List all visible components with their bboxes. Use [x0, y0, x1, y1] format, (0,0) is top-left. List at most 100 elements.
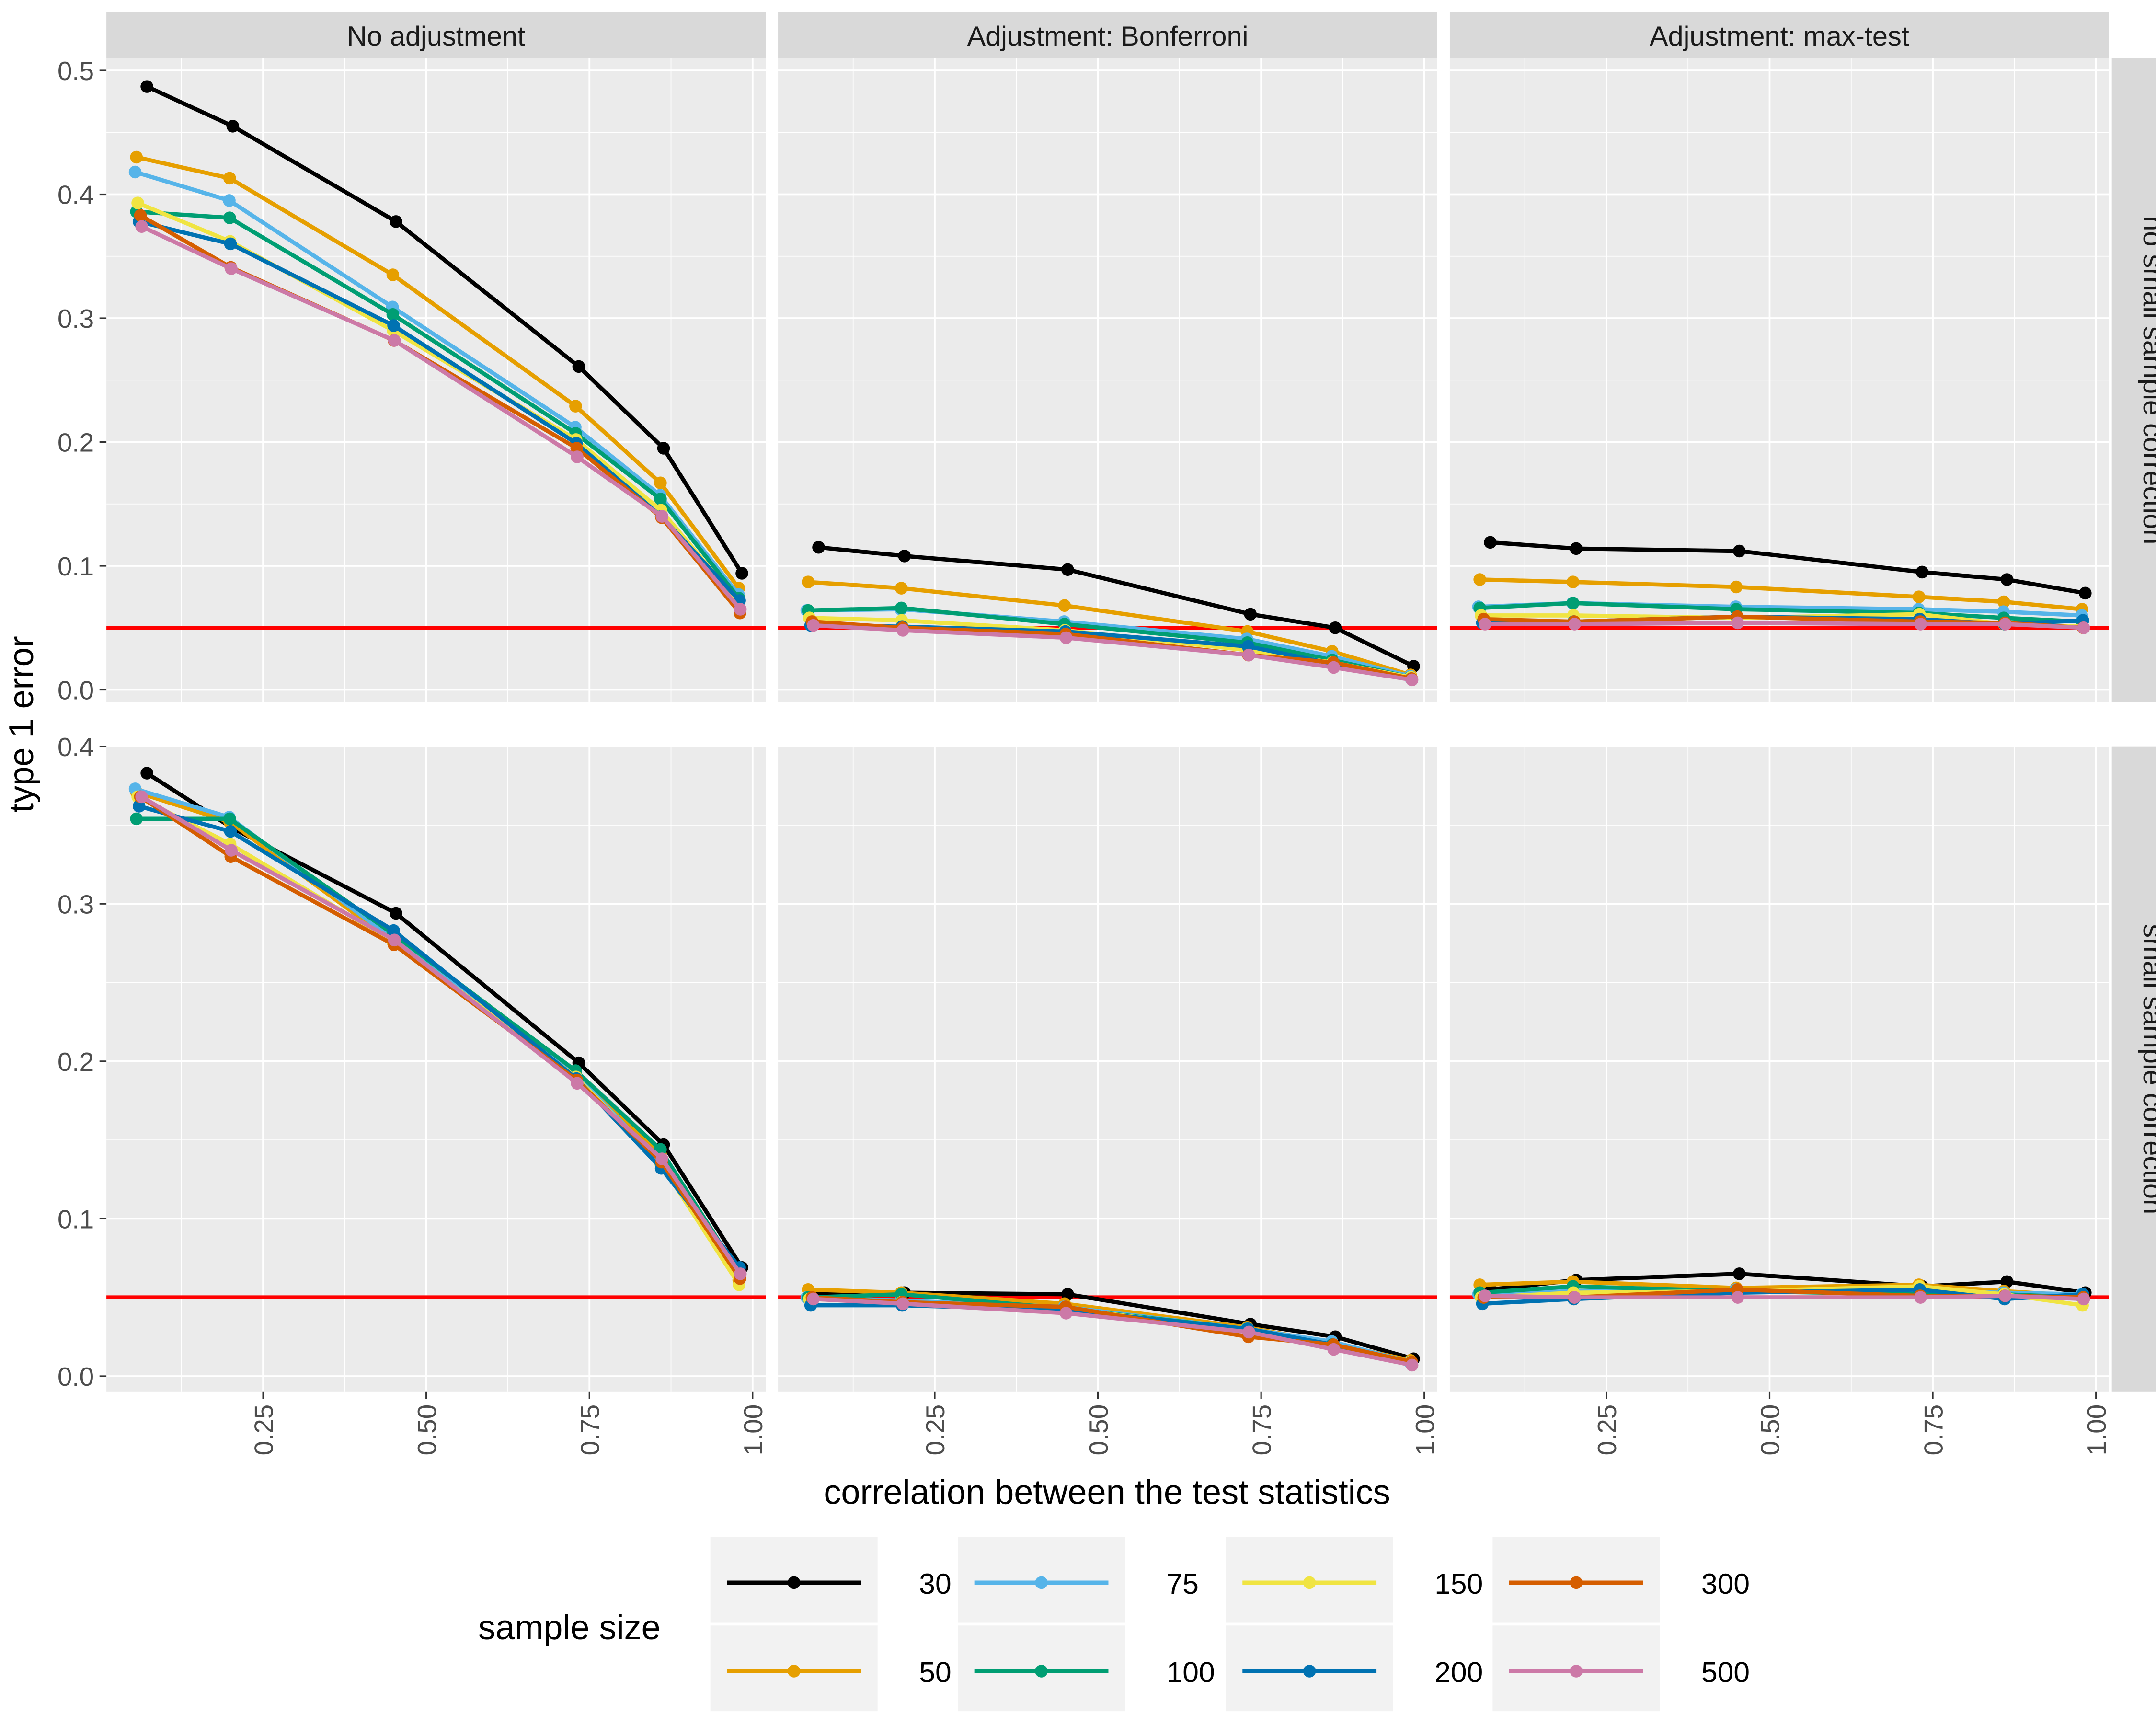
legend-item-50: 50 [710, 1625, 952, 1712]
series-line-30 [146, 84, 744, 575]
series-line-30 [818, 545, 1415, 668]
x-tick-label-c0: 0.50 [412, 1404, 442, 1456]
data-point-500-5 [1405, 673, 1419, 687]
panel-r1-c2 [1449, 745, 2109, 1392]
series-line-30 [1490, 540, 2086, 596]
legend-label: 30 [919, 1567, 951, 1600]
legend-key-point [1035, 1576, 1048, 1589]
data-point-30-5 [735, 567, 748, 580]
row-strip [2111, 746, 2156, 1392]
y-tick-label-r1: 0.4 [57, 732, 94, 762]
data-point-500-3 [1914, 1291, 1927, 1304]
x-tick-label-c0: 0.75 [575, 1404, 605, 1456]
data-point-500-3 [571, 1077, 584, 1090]
data-point-30-2 [1733, 544, 1746, 558]
panel-r0-c1 [778, 58, 1437, 702]
series-line-500 [1485, 1294, 2084, 1301]
data-point-75-0 [128, 165, 142, 179]
data-point-30-1 [898, 550, 911, 563]
y-tick-label-r1: 0.2 [57, 1047, 94, 1077]
data-point-50-1 [1566, 575, 1580, 588]
data-point-500-0 [135, 220, 148, 233]
x-tick-label-c2: 0.75 [1918, 1404, 1948, 1456]
data-point-30-0 [140, 80, 153, 93]
data-point-75-1 [223, 194, 236, 207]
y-tick-label-r1: 0.3 [57, 889, 94, 919]
data-point-500-1 [1568, 618, 1581, 631]
data-point-50-0 [1473, 573, 1486, 586]
data-point-500-5 [1405, 1358, 1419, 1372]
data-point-500-0 [807, 619, 820, 632]
data-point-30-1 [1570, 542, 1583, 555]
column-strip-label-2: Adjustment: max-test [1650, 21, 1909, 52]
x-tick-label-c1: 0.25 [920, 1404, 950, 1456]
legend-key-point [1570, 1665, 1583, 1678]
x-tick-label-c1: 0.50 [1084, 1404, 1113, 1456]
axes-layer: 0.0 0.1 0.2 0.3 0.4 0.5 0.0 0.1 0.2 0.3 0.4 0.25 0.5… [57, 56, 2111, 1455]
legend-label: 75 [1167, 1567, 1199, 1600]
series-line-100 [1479, 601, 2082, 624]
series-line-500 [813, 1297, 1412, 1368]
series-line-500 [140, 795, 742, 1275]
data-point-30-1 [226, 120, 240, 133]
data-point-50-3 [569, 400, 582, 413]
panel-background [106, 746, 766, 1392]
data-point-500-1 [225, 262, 238, 275]
series-group-r1-c0 [128, 767, 748, 1291]
series-group-r0-c0 [128, 80, 748, 620]
row-strip-label-0: no small sample correction [2137, 216, 2156, 544]
data-point-30-3 [572, 360, 585, 373]
y-tick-label-r0: 0.2 [57, 428, 94, 458]
data-point-500-2 [388, 933, 401, 947]
data-point-500-4 [655, 510, 669, 523]
data-point-500-2 [1059, 631, 1073, 644]
data-point-500-3 [571, 450, 584, 463]
legend-item-300: 300 [1492, 1537, 1750, 1623]
data-point-500-4 [1999, 618, 2012, 631]
data-point-500-1 [1568, 1291, 1581, 1304]
data-point-200-1 [224, 825, 237, 838]
data-point-500-1 [896, 624, 909, 637]
x-tick-label-c2: 1.00 [2082, 1404, 2111, 1456]
data-point-500-4 [1327, 661, 1340, 674]
data-point-30-3 [1244, 608, 1257, 621]
panel-r0-c2 [1449, 58, 2109, 702]
data-point-50-0 [130, 150, 143, 164]
y-tick-label-r0: 0.1 [57, 552, 94, 581]
data-point-500-3 [1914, 618, 1927, 631]
x-tick-label-c1: 1.00 [1410, 1404, 1440, 1456]
x-tick-label-c2: 0.25 [1592, 1404, 1622, 1456]
data-point-50-4 [1997, 595, 2010, 609]
y-tick-label-r1: 0.1 [57, 1205, 94, 1234]
row-strip [2111, 58, 2156, 702]
data-point-30-2 [1061, 563, 1074, 576]
data-point-500-2 [1059, 1307, 1073, 1320]
legend-item-150: 150 [1226, 1537, 1483, 1623]
data-point-50-2 [1730, 580, 1743, 594]
column-strip [778, 12, 1437, 58]
legend-label: 500 [1701, 1656, 1750, 1689]
y-axis-title: type 1 error [2, 636, 41, 813]
panel-r1-c1 [778, 745, 1437, 1392]
data-point-500-4 [1327, 1343, 1340, 1356]
series-line-500 [140, 224, 742, 611]
column-strip-label-0: No adjustment [347, 21, 525, 52]
series-group-r1-c2 [1472, 1267, 2092, 1312]
y-tick-label-r1: 0.0 [57, 1362, 94, 1392]
legend-item-30: 30 [710, 1537, 952, 1623]
panel-r1-c0 [106, 745, 766, 1392]
x-tick-label-c1: 0.75 [1247, 1404, 1276, 1456]
data-point-30-4 [657, 442, 670, 455]
legend-item-75: 75 [958, 1537, 1199, 1623]
data-point-50-1 [223, 172, 236, 185]
y-tick-label-r0: 0.4 [57, 180, 94, 210]
legend-item-100: 100 [958, 1625, 1215, 1712]
legend-label: 150 [1434, 1567, 1483, 1600]
data-point-500-0 [135, 790, 148, 804]
panels-layer [106, 58, 2109, 1392]
data-point-200-2 [387, 924, 400, 937]
legend-key-point [787, 1665, 801, 1678]
data-point-500-5 [734, 1267, 747, 1280]
data-point-200-2 [387, 319, 400, 332]
